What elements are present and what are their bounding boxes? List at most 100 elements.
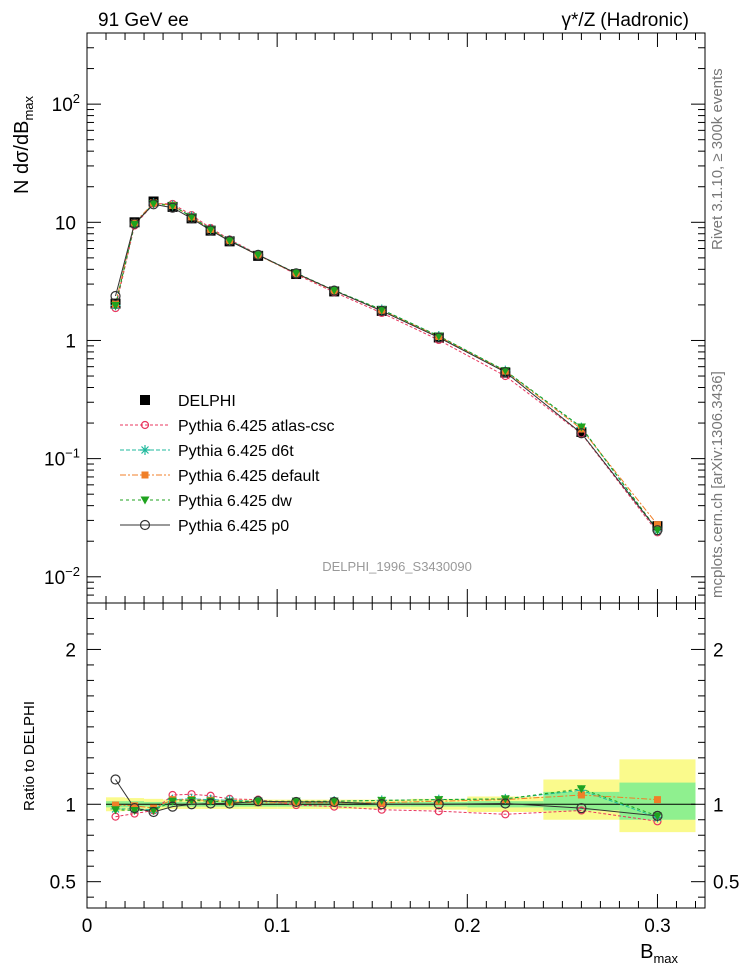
p0-marker — [224, 235, 235, 247]
default-marker — [112, 801, 120, 809]
p0-marker — [652, 810, 663, 821]
x-tick-label: 0.3 — [644, 916, 670, 937]
main-marks — [110, 196, 663, 537]
default-marker — [653, 521, 661, 529]
p0-marker — [433, 799, 444, 810]
main-y-axis-label-main: N dσ/dB — [11, 121, 33, 195]
x-tick-label: 0.2 — [454, 916, 480, 937]
main-y-tick-base: 10 — [44, 450, 65, 471]
dw-marker — [377, 796, 387, 805]
p0-marker — [110, 774, 121, 785]
mcplots-label: mcplots.cern.ch [arXiv:1306.3436] — [709, 371, 726, 598]
ratio-frame — [86, 602, 706, 909]
dw-marker — [130, 220, 140, 229]
main-y-tick-exp: −2 — [65, 564, 80, 579]
ratio-y-tick-label-right: 0.5 — [713, 873, 739, 894]
x-tick-label: 0 — [82, 916, 93, 937]
p0-marker — [253, 249, 264, 260]
p0-marker — [129, 218, 140, 229]
p0-marker — [205, 798, 216, 809]
dw-marker — [253, 797, 263, 806]
p0-marker — [253, 796, 264, 807]
p0-marker — [329, 285, 340, 296]
ratio-y-tick-label-right: 1 — [713, 795, 724, 816]
legend-label-d6t: Pythia 6.425 d6t — [178, 443, 294, 460]
ratio-y-tick-label: 2 — [65, 640, 76, 661]
p0-marker — [186, 799, 197, 810]
dw-marker — [187, 796, 197, 805]
ratio-panel: 0.5 0.5 1 1 2 2 0 0.1 0.2 0.3 — [50, 602, 739, 937]
p0-marker — [291, 268, 302, 279]
default-marker — [653, 796, 661, 804]
p0-marker — [110, 290, 121, 302]
p0-marker — [186, 213, 197, 224]
dw-marker — [130, 806, 140, 815]
p0-marker — [500, 798, 511, 809]
dw-marker — [652, 526, 662, 535]
dw-marker — [253, 251, 263, 260]
p0-marker — [576, 428, 587, 439]
ratio-y-tick-label: 0.5 — [50, 873, 76, 894]
default-marker — [131, 802, 139, 810]
main-y-tick-exp: −1 — [65, 446, 80, 461]
p0-marker — [652, 525, 663, 536]
main-y-tick-label: 102 — [52, 91, 80, 116]
default-marker — [577, 791, 585, 799]
delphi-marker — [140, 395, 150, 405]
dw-marker — [291, 797, 301, 806]
main-y-axis-label-sub: max — [21, 95, 36, 120]
p0-marker — [329, 796, 340, 808]
ratio-y-tick-label: 1 — [65, 795, 76, 816]
legend-label-dw: Pythia 6.425 dw — [178, 493, 292, 510]
atlas-csc-marker — [140, 420, 150, 430]
p0-marker — [205, 225, 216, 236]
x-axis-label-sub: max — [653, 951, 678, 966]
p0-marker — [376, 305, 387, 316]
dw-marker — [576, 423, 586, 432]
p0-marker — [433, 332, 444, 343]
legend-label-default: Pythia 6.425 default — [178, 468, 320, 485]
atlas-csc-marker — [434, 807, 443, 816]
x-axis-label: Bmax — [640, 941, 678, 966]
p0-marker — [376, 799, 387, 810]
main-y-tick-label: 10−1 — [44, 446, 80, 471]
dw-marker — [377, 306, 387, 315]
main-y-axis-label: N dσ/dBmax — [11, 95, 36, 194]
main-y-tick-exp: 2 — [73, 91, 80, 106]
p0-marker — [139, 519, 151, 531]
dw-marker — [291, 269, 301, 278]
p0-marker — [167, 202, 178, 213]
header-right-prefix: γ*/Z — [562, 10, 596, 31]
p0-marker — [291, 796, 302, 808]
p0-marker — [500, 366, 511, 378]
dw-marker — [576, 785, 586, 794]
legend-label-p0: Pythia 6.425 p0 — [178, 518, 289, 535]
atlas-csc-marker — [501, 810, 510, 819]
legend-label-delphi: DELPHI — [178, 393, 236, 410]
dw-marker — [149, 200, 159, 209]
dw-marker — [140, 496, 150, 505]
dw-marker — [329, 286, 339, 295]
dw-marker — [149, 806, 159, 815]
header-left: 91 GeV ee — [98, 10, 189, 31]
main-y-tick-label: 1 — [65, 331, 76, 352]
header-right-suffix: (Hadronic) — [600, 10, 689, 31]
main-y-tick-base: 10 — [44, 568, 65, 589]
dw-marker — [111, 301, 121, 310]
watermark: DELPHI_1996_S3430090 — [322, 559, 472, 574]
d6t-marker — [140, 445, 150, 455]
p0-marker — [576, 803, 587, 814]
ratio-ticks: 0.5 0.5 1 1 2 2 0 0.1 0.2 0.3 — [50, 603, 739, 937]
dw-marker — [225, 237, 235, 246]
legend-label-atlas: Pythia 6.425 atlas-csc — [178, 418, 335, 435]
dw-marker — [500, 367, 510, 376]
dw-marker — [329, 797, 339, 806]
header-right: γ*/Z (Hadronic) — [562, 10, 689, 31]
p0-marker — [224, 798, 235, 809]
default-marker — [141, 471, 149, 479]
legend: DELPHI Pythia 6.425 atlas-csc Pythia 6.425… — [120, 393, 335, 535]
p0-marker — [129, 803, 140, 814]
p0-marker — [148, 199, 159, 210]
